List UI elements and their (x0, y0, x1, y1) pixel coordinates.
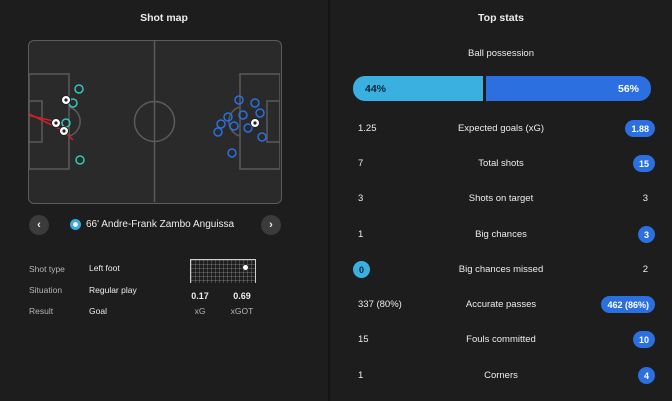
possession-title: Ball possession (467, 48, 534, 59)
xg-value: 0.17 (191, 291, 209, 301)
xgot-label: xGOT (230, 306, 254, 316)
shot-marker[interactable] (75, 155, 85, 165)
stat-home-value: 1 (358, 229, 364, 240)
football-icon (70, 219, 81, 230)
stat-label: Total shots (478, 158, 524, 169)
previous-shot-button[interactable]: ‹ (29, 215, 49, 235)
possession-home-value: 44% (365, 83, 387, 95)
stat-away-value: 3 (637, 226, 655, 243)
stat-row: Total shots 7 15 (330, 155, 672, 175)
result-value: Goal (89, 306, 107, 316)
shot-marker[interactable] (229, 121, 239, 131)
stat-home-value: 1 (358, 370, 364, 381)
shot-type-value: Left foot (89, 263, 120, 273)
situation-label: Situation (29, 285, 63, 295)
chevron-right-icon: › (269, 219, 273, 231)
stat-row: Accurate passes 337 (80%) 462 (86%) (330, 296, 672, 316)
stat-row: Big chances 1 3 (330, 226, 672, 246)
shot-marker[interactable] (243, 123, 253, 133)
stat-home-value: 7 (358, 158, 364, 169)
stat-away-value: 1.88 (625, 120, 655, 137)
stat-row: Fouls committed 15 10 (330, 331, 672, 351)
top-stats-panel: Top stats Ball possession 44% 56% Expect… (330, 0, 672, 401)
possession-away-fill: 56% (486, 76, 651, 101)
stat-label: Corners (484, 370, 518, 381)
chevron-left-icon: ‹ (37, 219, 41, 231)
goal-marker[interactable] (51, 118, 61, 128)
shot-marker[interactable] (74, 84, 84, 94)
possession-away-value: 56% (617, 83, 639, 95)
shot-marker[interactable] (238, 110, 248, 120)
stat-label: Big chances missed (458, 264, 544, 275)
stat-away-value: 3 (642, 193, 648, 204)
xgot-value: 0.69 (233, 291, 251, 301)
shot-marker[interactable] (213, 127, 223, 137)
shot-marker[interactable] (227, 148, 237, 158)
goal-frame (190, 259, 256, 283)
stat-label: Fouls committed (466, 334, 536, 345)
stat-away-value: 2 (642, 264, 648, 275)
stat-label: Expected goals (xG) (457, 123, 545, 134)
stat-home-value: 337 (80%) (358, 299, 402, 310)
shot-marker[interactable] (223, 112, 233, 122)
xg-label: xG (194, 306, 206, 316)
pitch (28, 40, 282, 204)
shot-type-label: Shot type (29, 264, 65, 274)
stat-row: Expected goals (xG) 1.25 1.88 (330, 120, 672, 140)
stat-home-value: 1.25 (358, 123, 377, 134)
shot-marker[interactable] (255, 108, 265, 118)
stat-home-value: 15 (358, 334, 369, 345)
stat-row: Corners 1 4 (330, 367, 672, 387)
possession-bar: 44% 56% (353, 76, 651, 101)
situation-value: Regular play (89, 285, 137, 295)
stat-away-value: 4 (637, 367, 655, 384)
shot-marker[interactable] (216, 119, 226, 129)
stat-away-value: 15 (632, 155, 655, 172)
stat-label: Shots on target (468, 193, 534, 204)
goal-net (191, 260, 255, 283)
goal-marker[interactable] (250, 118, 260, 128)
shot-map-panel: Shot map (0, 0, 328, 401)
top-stats-title: Top stats (478, 12, 524, 24)
stat-label: Big chances (475, 229, 527, 240)
shot-map-title: Shot map (140, 12, 188, 24)
panel-divider (328, 0, 330, 401)
goal-marker[interactable] (61, 95, 71, 105)
stat-home-value: 3 (358, 193, 364, 204)
pitch-lines (29, 41, 280, 202)
possession-home-fill: 44% (353, 76, 483, 101)
selected-shot: 66' Andre-Frank Zambo Anguissa (70, 219, 234, 230)
shot-marker[interactable] (234, 95, 244, 105)
selected-shot-label: 66' Andre-Frank Zambo Anguissa (86, 219, 235, 230)
goal-marker[interactable] (59, 126, 69, 136)
stat-away-value: 462 (86%) (601, 296, 655, 313)
result-label: Result (29, 306, 54, 316)
stat-away-value: 10 (632, 331, 655, 348)
ball-in-goal-icon (242, 264, 249, 271)
stat-row: Big chances missed 0 2 (330, 261, 672, 281)
shot-marker[interactable] (257, 132, 267, 142)
stat-row: Shots on target 3 3 (330, 190, 672, 210)
shot-marker[interactable] (250, 98, 260, 108)
stat-label: Accurate passes (465, 299, 537, 310)
next-shot-button[interactable]: › (261, 215, 281, 235)
stat-home-value: 0 (353, 261, 370, 278)
